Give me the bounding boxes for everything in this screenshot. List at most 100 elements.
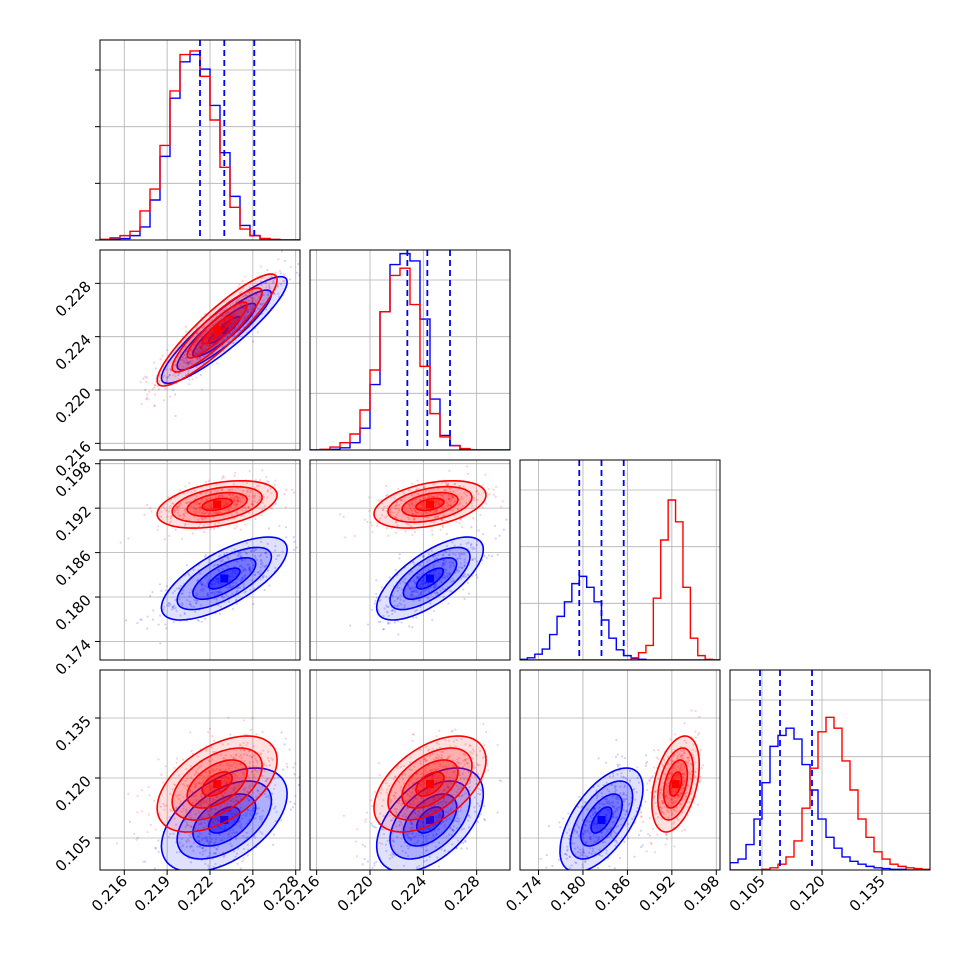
scatter-point [227,318,230,321]
scatter-point [224,775,227,778]
scatter-point [194,794,198,797]
scatter-point [408,518,411,521]
scatter-point [202,801,206,805]
scatter-point [623,757,627,760]
scatter-point [289,265,292,269]
scatter-point [216,590,219,594]
scatter-point [418,573,421,576]
scatter-point [194,352,198,355]
scatter-point [194,823,197,826]
scatter-point [182,358,185,361]
scatter-point [272,843,275,847]
scatter-point [356,828,359,831]
scatter-point [233,517,236,520]
scatter-point [195,771,198,774]
scatter-point [227,299,230,302]
scatter-point [181,365,184,368]
scatter-point [210,800,214,803]
scatter-point [244,569,247,572]
scatter-point [214,590,217,593]
scatter-point [456,557,460,560]
scatter-point [200,816,203,819]
scatter-point [224,586,227,589]
scatter-point [210,583,213,586]
scatter-point [183,514,186,518]
scatter-point [248,286,251,289]
scatter-point [414,510,417,513]
scatter-point [184,780,187,783]
scatter-point [223,338,226,341]
scatter-point [263,792,266,795]
scatter-point [217,577,220,581]
scatter-point [410,586,413,589]
scatter-point [254,556,257,559]
scatter-point [206,593,209,596]
scatter-point [448,487,451,490]
scatter-point [451,509,455,512]
scatter-point [225,780,228,783]
scatter-point [169,520,173,523]
scatter-point [426,597,429,600]
scatter-point [238,744,242,747]
scatter-point [364,820,367,823]
scatter-point [426,560,429,563]
scatter-point [203,822,206,825]
scatter-point [199,507,202,511]
scatter-point [256,307,259,310]
scatter-point [183,350,187,354]
scatter-point [211,512,214,515]
scatter-point [245,753,248,757]
scatter-point [269,507,272,510]
scatter-point [442,559,445,562]
scatter-point [446,785,449,789]
scatter-point [418,499,422,502]
scatter-point [277,295,281,298]
scatter-point [218,789,221,793]
scatter-point [249,308,253,311]
scatter-point [285,488,288,491]
scatter-point [223,320,226,324]
scatter-point [182,804,185,807]
scatter-point [249,588,252,591]
scatter-point [172,620,175,624]
scatter-point [207,813,210,817]
scatter-point [207,759,210,762]
scatter-point [151,388,154,391]
scatter-point [446,501,449,504]
scatter-point [184,345,187,348]
scatter-point [202,510,205,513]
scatter-point [204,862,207,865]
scatter-point [204,584,207,587]
scatter-point [432,586,435,589]
scatter-point [165,627,168,630]
scatter-point [254,817,258,820]
scatter-point [208,843,211,846]
scatter-point [448,561,451,564]
scatter-point [232,789,235,792]
scatter-point [214,808,217,811]
scatter-point [177,798,180,801]
scatter-point [133,832,136,836]
scatter-point [267,527,271,530]
scatter-point [264,551,267,554]
scatter-point [412,589,416,592]
scatter-point [142,377,145,380]
scatter-point [259,752,263,755]
scatter-point [411,504,415,508]
scatter-point [259,578,262,581]
scatter-point [420,796,423,800]
scatter-point [431,495,434,498]
scatter-point [398,557,401,560]
scatter-point [433,809,436,812]
scatter-point [214,862,217,866]
scatter-point [437,560,440,564]
scatter-point [244,787,247,790]
scatter-point [259,302,262,306]
scatter-point [505,518,508,521]
scatter-point [233,812,237,815]
scatter-point [391,609,394,612]
scatter-point [217,590,220,594]
scatter-point [294,762,297,765]
scatter-point [449,566,452,569]
scatter-point [213,830,216,833]
